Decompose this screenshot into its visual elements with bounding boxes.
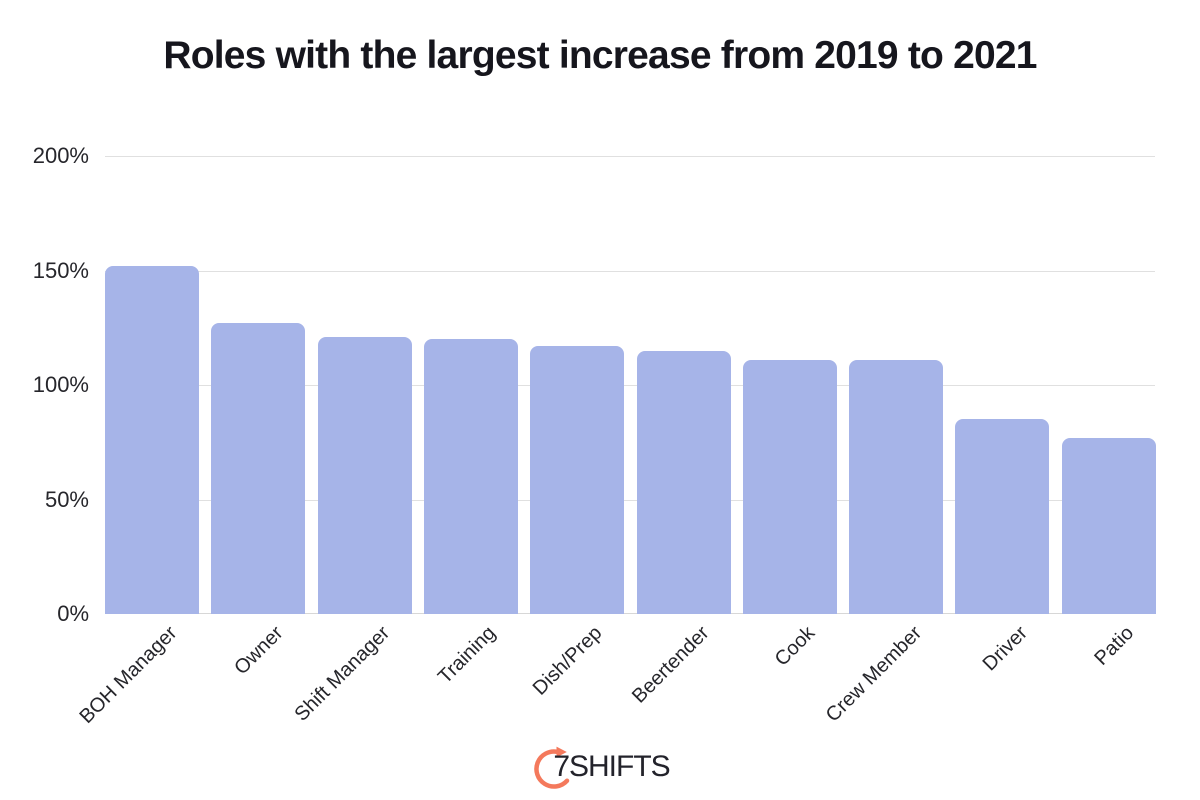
y-tick-label-50: 50%	[44, 486, 89, 512]
bar-boh-manager	[105, 265, 199, 614]
arrow-head	[556, 746, 568, 758]
bar-training	[423, 339, 518, 614]
plot-area: 0% 50% 100% 150% 200% BOH Manager Owner Shift M…	[33, 143, 1156, 728]
x-tick-label-training: Training	[434, 622, 501, 689]
stopwatch-arc	[534, 749, 570, 789]
x-tick-label-crew-member: Crew Member	[821, 622, 926, 727]
gridline-50	[105, 499, 1155, 501]
stopwatch-arrow-icon	[534, 746, 570, 789]
gridline-200	[105, 156, 1155, 157]
y-tick-label-150: 150%	[32, 257, 89, 283]
x-tick-label-patio: Patio	[1090, 622, 1139, 670]
bar-driver	[955, 419, 1050, 614]
bar-patio	[1061, 437, 1156, 614]
bar-cook	[742, 359, 837, 614]
x-tick-label-cook: Cook	[770, 622, 820, 671]
x-tick-label-owner: Owner	[230, 622, 288, 680]
x-tick-label-dish-prep: Dish/Prep	[529, 622, 607, 700]
chart-title: Roles with the largest increase from 201…	[163, 34, 1037, 77]
x-tick-label-boh-manager: BOH Manager	[75, 622, 182, 728]
bar-owner	[211, 323, 306, 614]
x-tick-label-beertender: Beertender	[627, 622, 714, 708]
gridline-100	[105, 385, 1155, 386]
x-tick-label-shift-manager: Shift Manager	[290, 622, 395, 726]
bar-dish-prep	[530, 346, 625, 614]
brand-logo: 7SHIFTS	[0, 742, 1200, 792]
gridline-0	[105, 613, 1155, 614]
bar-crew-member	[849, 359, 944, 614]
x-tick-label-driver: Driver	[978, 622, 1032, 676]
y-tick-label-200: 200%	[32, 143, 89, 168]
bar-beertender	[636, 350, 731, 614]
gridline-150	[105, 270, 1155, 272]
y-tick-label-100: 100%	[32, 372, 89, 397]
brand-logo-text: 7SHIFTS	[553, 750, 670, 783]
bar-shift-manager	[317, 336, 412, 614]
y-tick-label-0: 0%	[57, 601, 89, 626]
